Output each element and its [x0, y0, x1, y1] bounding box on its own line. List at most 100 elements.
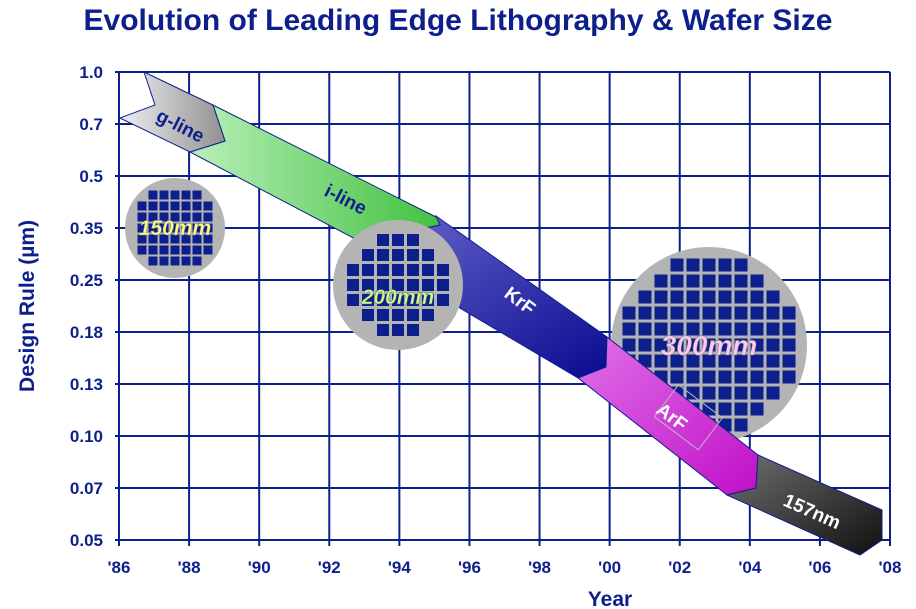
die	[392, 249, 404, 261]
die	[670, 274, 684, 288]
x-tick-label: '06	[808, 558, 831, 577]
die	[670, 322, 684, 336]
die	[734, 354, 748, 368]
die	[686, 258, 700, 272]
die	[766, 322, 780, 336]
x-tick-label: '94	[388, 558, 411, 577]
die	[407, 249, 419, 261]
x-tick-label: '92	[318, 558, 341, 577]
die	[192, 201, 202, 211]
die	[159, 234, 169, 244]
die	[686, 322, 700, 336]
die	[137, 234, 147, 244]
die	[766, 290, 780, 304]
die	[734, 258, 748, 272]
wafer-label-200mm: 200mm	[361, 286, 434, 309]
die	[670, 338, 684, 352]
die	[407, 294, 419, 306]
die	[750, 306, 764, 320]
die	[377, 294, 389, 306]
die	[407, 279, 419, 291]
die	[702, 274, 716, 288]
die	[750, 290, 764, 304]
die	[203, 201, 213, 211]
die	[347, 279, 359, 291]
x-tick-label: '00	[598, 558, 621, 577]
die	[181, 190, 191, 200]
die	[702, 354, 716, 368]
die	[654, 306, 668, 320]
die	[392, 324, 404, 336]
die	[159, 190, 169, 200]
die	[670, 354, 684, 368]
die	[148, 245, 158, 255]
die	[181, 234, 191, 244]
die	[170, 256, 180, 266]
die	[638, 306, 652, 320]
die	[422, 309, 434, 321]
die	[734, 322, 748, 336]
wafer-200mm	[333, 220, 463, 350]
die	[362, 294, 374, 306]
die	[750, 386, 764, 400]
wafer-label-300mm: 300mm	[661, 330, 758, 361]
die	[702, 370, 716, 384]
die	[766, 370, 780, 384]
die	[654, 338, 668, 352]
die	[766, 306, 780, 320]
x-axis-label: Year	[588, 588, 632, 609]
die	[422, 279, 434, 291]
die	[734, 274, 748, 288]
die	[148, 223, 158, 233]
x-tick-label: '86	[108, 558, 131, 577]
die	[718, 322, 732, 336]
die	[170, 190, 180, 200]
die	[392, 294, 404, 306]
die	[203, 234, 213, 244]
die	[718, 402, 732, 416]
die	[750, 338, 764, 352]
die	[377, 249, 389, 261]
die	[782, 306, 796, 320]
die	[392, 279, 404, 291]
die	[782, 322, 796, 336]
die	[148, 201, 158, 211]
die	[159, 201, 169, 211]
die	[782, 338, 796, 352]
y-tick-label: 0.10	[70, 427, 103, 446]
die	[159, 256, 169, 266]
die	[718, 354, 732, 368]
die	[654, 322, 668, 336]
die	[137, 245, 147, 255]
die	[392, 264, 404, 276]
die	[670, 258, 684, 272]
die	[670, 370, 684, 384]
x-tick-label: '96	[458, 558, 481, 577]
die	[137, 201, 147, 211]
y-tick-label: 0.35	[70, 219, 103, 238]
die	[437, 294, 449, 306]
die	[181, 201, 191, 211]
die	[407, 234, 419, 246]
die	[622, 338, 636, 352]
die	[686, 370, 700, 384]
band-157nm	[725, 454, 883, 556]
die	[654, 290, 668, 304]
y-tick-label: 0.05	[70, 531, 103, 550]
die	[377, 264, 389, 276]
die	[422, 264, 434, 276]
die	[702, 338, 716, 352]
die	[192, 245, 202, 255]
die	[362, 309, 374, 321]
die	[362, 249, 374, 261]
die	[377, 324, 389, 336]
die	[148, 212, 158, 222]
die	[137, 223, 147, 233]
die	[686, 274, 700, 288]
die	[170, 245, 180, 255]
die	[686, 354, 700, 368]
die	[347, 264, 359, 276]
die	[181, 245, 191, 255]
die	[377, 279, 389, 291]
